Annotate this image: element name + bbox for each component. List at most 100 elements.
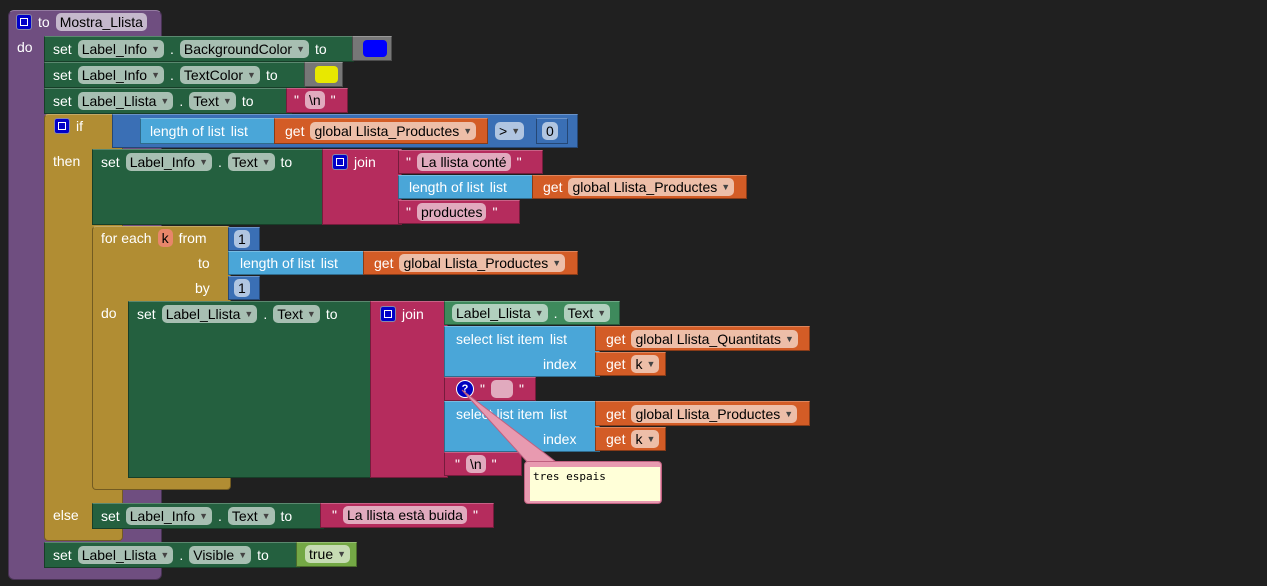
number-field[interactable]: 1 <box>234 230 250 248</box>
chevron-down-icon: ▼ <box>244 309 254 319</box>
join-block[interactable] <box>370 301 448 478</box>
get-row: get global Llista_Productes ▼ <box>543 175 735 199</box>
final-set-row: set Label_Llista ▼ . Visible ▼ to <box>53 543 269 567</box>
color-block-yellow[interactable] <box>304 62 343 87</box>
length-label: length of list <box>409 179 484 195</box>
to-keyword: to <box>280 508 293 524</box>
component-dropdown[interactable]: Label_Llista ▼ <box>77 546 174 564</box>
quote: " <box>406 154 411 170</box>
component-dropdown[interactable]: Label_Info ▼ <box>125 153 213 171</box>
set-keyword: set <box>101 508 120 524</box>
comment-text[interactable]: tres espais <box>530 467 660 501</box>
by-keyword: by <box>195 280 210 296</box>
property-name: Text <box>231 154 258 170</box>
variable-name: global Llista_Quantitats <box>635 331 782 347</box>
component-name: Label_Info <box>81 41 148 57</box>
variable-dropdown[interactable]: global Llista_Quantitats ▼ <box>631 330 798 348</box>
mutator-icon[interactable] <box>332 154 348 170</box>
to-keyword: to <box>315 41 327 57</box>
for-each-keyword: for each <box>101 230 152 246</box>
loop-variable-field[interactable]: k <box>157 229 173 247</box>
to-keyword: to <box>257 547 269 563</box>
chevron-down-icon: ▼ <box>151 44 161 54</box>
question-icon[interactable]: ? <box>456 380 474 398</box>
length-row: length of list list <box>150 119 248 143</box>
chevron-down-icon: ▼ <box>511 126 521 136</box>
property-name: TextColor <box>183 67 244 83</box>
operator-dropdown[interactable]: > ▼ <box>495 122 525 140</box>
set-label-llista-text-block[interactable] <box>128 301 372 478</box>
component-dropdown[interactable]: Label_Info ▼ <box>77 66 165 84</box>
component-dropdown[interactable]: Label_Info ▼ <box>125 507 213 525</box>
property-dropdown[interactable]: Text ▼ <box>189 92 236 110</box>
length-of-list-block[interactable] <box>140 118 280 144</box>
text-row: ? " " <box>456 377 524 401</box>
number-row: 0 <box>542 119 558 143</box>
to-keyword: to <box>265 67 278 83</box>
variable-dropdown[interactable]: k ▼ <box>631 430 660 448</box>
component-dropdown[interactable]: Label_Llista ▼ <box>161 305 258 323</box>
chevron-down-icon: ▼ <box>199 511 209 521</box>
property-dropdown[interactable]: TextColor ▼ <box>179 66 260 84</box>
text-field[interactable] <box>490 380 513 398</box>
chevron-down-icon: ▼ <box>552 258 562 268</box>
get-row: get global Llista_Productes ▼ <box>606 402 798 426</box>
property-dropdown[interactable]: BackgroundColor ▼ <box>179 40 309 58</box>
component-dropdown[interactable]: Label_Llista ▼ <box>452 304 548 322</box>
comment-bubble[interactable]: tres espais <box>524 461 662 504</box>
length-row: length of list list <box>240 251 338 275</box>
do-keyword: do <box>101 305 117 321</box>
stmt3-row: set Label_Llista ▼ . Text ▼ to <box>53 89 254 113</box>
set-keyword: set <box>53 93 72 109</box>
property-dropdown[interactable]: Text ▼ <box>227 153 275 171</box>
component-name: Label_Info <box>129 154 196 170</box>
to-keyword: to <box>241 93 254 109</box>
get-row: get k ▼ <box>606 427 660 451</box>
length-of-list-block[interactable] <box>398 175 538 199</box>
component-dropdown[interactable]: Label_Llista ▼ <box>77 92 174 110</box>
number-field[interactable]: 0 <box>542 122 558 140</box>
text-field[interactable]: \n <box>304 91 325 109</box>
text-field[interactable]: \n <box>465 455 486 473</box>
variable-name: global Llista_Productes <box>572 179 718 195</box>
chevron-down-icon: ▼ <box>238 550 248 560</box>
procedure-header: to Mostra_Llista <box>16 10 147 34</box>
variable-dropdown[interactable]: k ▼ <box>631 355 660 373</box>
chevron-down-icon: ▼ <box>646 359 656 369</box>
number-field[interactable]: 1 <box>234 279 250 297</box>
boolean-dropdown[interactable]: true ▼ <box>305 545 351 563</box>
property-dropdown[interactable]: Visible ▼ <box>189 546 252 564</box>
text-field[interactable]: productes <box>416 203 487 221</box>
component-dropdown[interactable]: Label_Info ▼ <box>77 40 165 58</box>
text-field[interactable]: La llista conté <box>416 153 511 171</box>
get-keyword: get <box>606 331 626 347</box>
quote: " <box>294 92 299 108</box>
list-label: list <box>549 331 568 347</box>
length-of-list-block[interactable] <box>228 251 368 275</box>
chevron-down-icon: ▼ <box>199 157 209 167</box>
mutator-icon[interactable] <box>16 14 32 30</box>
set-keyword: set <box>53 41 72 57</box>
text-row: " La llista conté " <box>406 150 522 174</box>
variable-name: global Llista_Productes <box>635 406 781 422</box>
property-dropdown[interactable]: Text ▼ <box>563 304 611 322</box>
variable-name: global Llista_Productes <box>403 255 549 271</box>
color-block-blue[interactable] <box>352 36 392 61</box>
property-dropdown[interactable]: Text ▼ <box>273 305 320 323</box>
select-list-item-block[interactable] <box>444 326 600 377</box>
mutator-icon[interactable] <box>54 118 70 134</box>
mutator-icon[interactable] <box>380 306 396 322</box>
variable-name: k <box>635 356 643 372</box>
variable-dropdown[interactable]: global Llista_Productes ▼ <box>631 405 798 423</box>
variable-dropdown[interactable]: global Llista_Productes ▼ <box>310 122 477 140</box>
property-dropdown[interactable]: Text ▼ <box>227 507 275 525</box>
dot: . <box>218 508 222 524</box>
color-swatch[interactable] <box>315 66 338 83</box>
color-swatch[interactable] <box>363 40 387 57</box>
text-field[interactable]: La llista està buida <box>342 506 467 524</box>
chevron-down-icon: ▼ <box>597 308 607 318</box>
chevron-down-icon: ▼ <box>463 126 473 136</box>
procedure-name-field[interactable]: Mostra_Llista <box>55 13 147 31</box>
variable-dropdown[interactable]: global Llista_Productes ▼ <box>399 254 566 272</box>
variable-dropdown[interactable]: global Llista_Productes ▼ <box>568 178 735 196</box>
